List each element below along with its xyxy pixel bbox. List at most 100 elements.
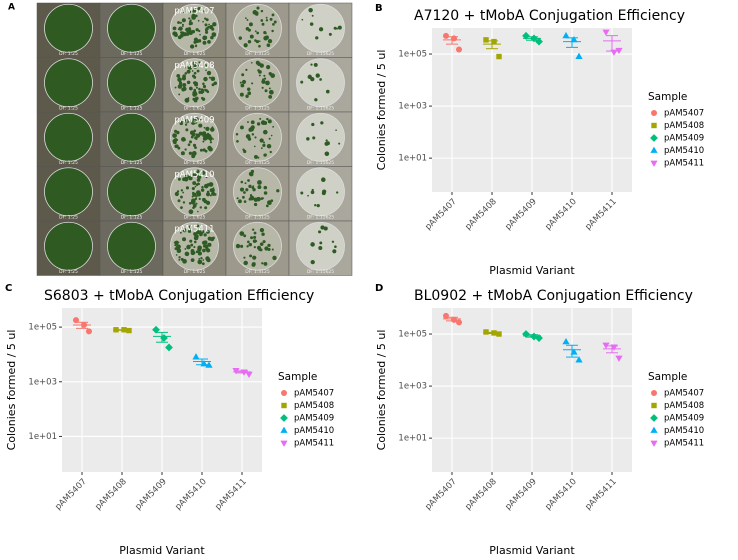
colony xyxy=(256,122,261,126)
colony xyxy=(254,39,257,42)
colony xyxy=(192,181,197,185)
colony xyxy=(173,241,176,244)
colony xyxy=(184,118,190,124)
colony xyxy=(314,98,318,102)
data-point xyxy=(615,355,623,362)
legend-label: pAM5408 xyxy=(664,121,704,131)
y-axis-label: Colonies formed / 5 ul xyxy=(375,330,388,451)
colony xyxy=(261,86,264,89)
x-tick-label: pAM5409 xyxy=(503,477,538,512)
colony xyxy=(240,244,244,248)
plate xyxy=(296,112,345,162)
x-tick-label: pAM5408 xyxy=(463,197,498,232)
colony xyxy=(250,61,253,64)
data-point xyxy=(570,348,578,355)
colony xyxy=(199,206,202,209)
colony xyxy=(260,19,264,22)
colony xyxy=(239,231,245,236)
legend-symbol xyxy=(650,414,658,422)
colony xyxy=(191,29,196,34)
colony xyxy=(178,258,181,261)
colony xyxy=(245,68,248,71)
colony xyxy=(174,241,179,246)
dilution-label: DF: 1:25 xyxy=(59,269,78,275)
plate xyxy=(233,3,282,53)
colony xyxy=(194,117,199,122)
colony xyxy=(259,228,265,233)
colony xyxy=(276,189,280,193)
colony xyxy=(207,40,211,44)
data-point xyxy=(535,334,543,342)
colony xyxy=(204,244,209,249)
colony xyxy=(185,128,189,132)
colony xyxy=(205,133,210,138)
legend-label: pAM5409 xyxy=(664,134,704,144)
data-point xyxy=(245,371,253,379)
colony xyxy=(172,26,177,31)
colony xyxy=(324,141,329,146)
colony xyxy=(259,117,262,120)
colony xyxy=(189,239,193,243)
colony xyxy=(306,137,310,141)
colony xyxy=(258,44,261,48)
colony xyxy=(332,249,337,254)
colony xyxy=(202,148,206,152)
colony xyxy=(268,95,273,99)
colony xyxy=(176,190,180,193)
x-tick-label: pAM5411 xyxy=(213,477,248,512)
colony xyxy=(191,132,196,137)
data-point xyxy=(121,327,127,333)
colony xyxy=(189,10,193,14)
colony xyxy=(205,30,209,34)
colony xyxy=(204,23,208,27)
colony xyxy=(184,148,187,151)
colony xyxy=(211,126,214,129)
x-tick-label: pAM5407 xyxy=(53,477,88,512)
colony xyxy=(194,146,197,150)
colony xyxy=(257,180,262,185)
colony xyxy=(266,65,271,70)
plate xyxy=(296,167,345,217)
data-point xyxy=(491,330,497,336)
colony xyxy=(256,6,260,10)
colony xyxy=(193,37,198,42)
colony xyxy=(212,22,217,27)
colony xyxy=(210,26,213,29)
x-tick-label: pAM5411 xyxy=(583,477,618,512)
data-point xyxy=(126,327,132,334)
colony xyxy=(194,81,197,84)
data-point xyxy=(575,52,583,59)
colony xyxy=(188,17,191,20)
colony xyxy=(180,195,183,199)
colony xyxy=(265,80,270,86)
colony xyxy=(255,240,258,243)
colony xyxy=(208,23,210,26)
colony xyxy=(180,151,185,156)
colony xyxy=(182,83,187,88)
colony xyxy=(247,179,250,182)
colony xyxy=(336,27,338,30)
colony xyxy=(240,83,245,88)
colony xyxy=(248,172,253,176)
colony xyxy=(187,143,191,147)
data-point xyxy=(610,344,618,351)
legend-symbol xyxy=(280,440,288,447)
colony xyxy=(188,209,194,215)
colony xyxy=(257,185,262,190)
colony xyxy=(244,182,247,185)
x-tick-label: pAM5410 xyxy=(543,477,578,512)
data-point xyxy=(451,35,457,42)
colony xyxy=(174,129,178,133)
colony xyxy=(202,84,207,89)
legend-label: pAM5409 xyxy=(664,414,704,424)
colony xyxy=(198,257,201,260)
dilution-label: DF: 1:125 xyxy=(121,160,143,166)
colony xyxy=(193,64,198,69)
colony xyxy=(251,262,256,267)
colony xyxy=(247,240,250,244)
y-tick-label: 1e+05 xyxy=(398,330,427,340)
legend-label: pAM5407 xyxy=(294,389,334,399)
colony xyxy=(272,125,275,128)
x-tick-label: pAM5409 xyxy=(133,477,168,512)
colony xyxy=(209,194,212,197)
